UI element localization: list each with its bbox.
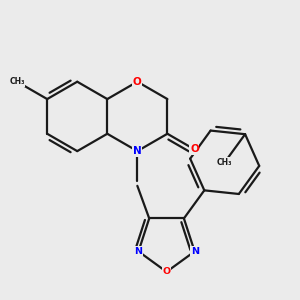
Text: O: O (133, 77, 142, 87)
Text: N: N (190, 247, 199, 256)
Text: O: O (163, 267, 171, 276)
Text: O: O (190, 144, 199, 154)
Text: N: N (134, 247, 142, 256)
Text: CH₃: CH₃ (9, 77, 25, 86)
Text: CH₃: CH₃ (217, 158, 233, 167)
Text: N: N (133, 146, 142, 156)
Text: N: N (133, 146, 142, 156)
Text: N: N (190, 247, 199, 256)
Text: O: O (163, 267, 171, 276)
Text: CH₃: CH₃ (217, 158, 233, 167)
Text: O: O (133, 77, 142, 87)
Text: CH₃: CH₃ (9, 77, 25, 86)
Text: O: O (190, 144, 199, 154)
Text: N: N (134, 247, 142, 256)
